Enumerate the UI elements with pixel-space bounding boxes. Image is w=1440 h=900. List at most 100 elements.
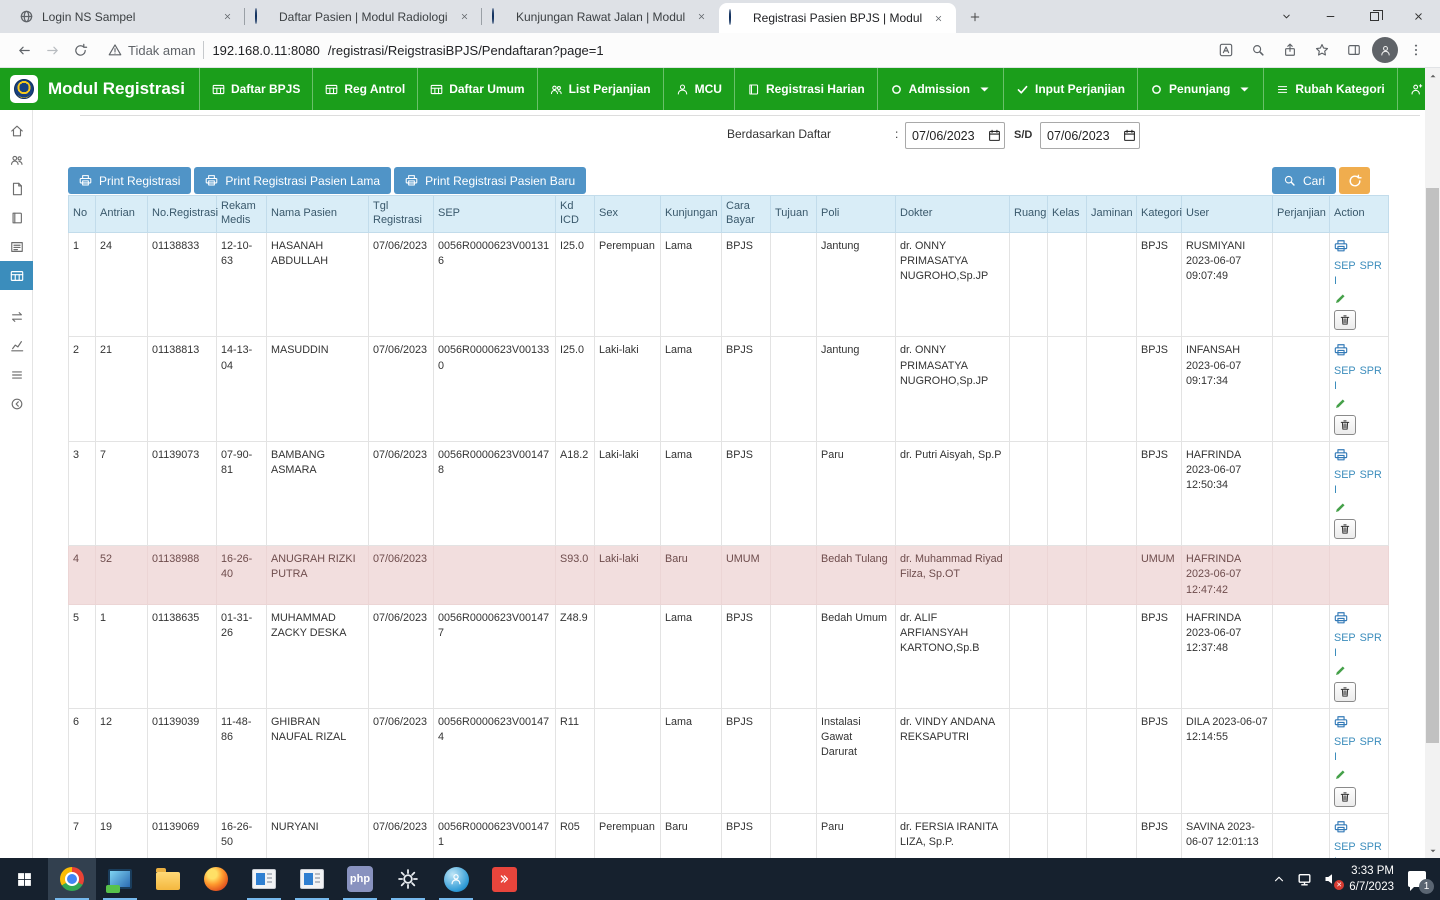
delete-button[interactable] [1334, 519, 1356, 540]
taskbar-app-remote-desktop[interactable] [96, 858, 144, 900]
close-window-button[interactable] [1396, 0, 1440, 33]
action-link-spri[interactable]: SPRI [1334, 260, 1382, 288]
translate-button[interactable] [1212, 36, 1240, 64]
taskbar-app-app-window-1[interactable] [240, 858, 288, 900]
action-link-spri[interactable]: SPRI [1334, 468, 1382, 497]
sidebar-item-home[interactable] [0, 116, 33, 145]
scroll-down-button[interactable] [1425, 843, 1440, 858]
action-link-spri[interactable]: SPRI [1334, 364, 1382, 392]
taskbar-clock[interactable]: 3:33 PM 6/7/2023 [1349, 863, 1394, 895]
nav-item-mcu[interactable]: MCU [662, 68, 734, 110]
edit-pencil-icon[interactable] [1334, 397, 1347, 410]
edit-pencil-icon[interactable] [1334, 664, 1347, 677]
page-scrollbar[interactable] [1425, 68, 1440, 858]
edit-pencil-icon[interactable] [1334, 501, 1347, 514]
sidebar-item-collapse[interactable] [0, 389, 33, 418]
delete-button[interactable] [1334, 414, 1356, 435]
side-panel-button[interactable] [1340, 36, 1368, 64]
taskbar-app-php[interactable]: php [336, 858, 384, 900]
sidebar-item-exchange[interactable] [0, 302, 33, 331]
profile-avatar[interactable] [1372, 37, 1398, 63]
browser-tab[interactable]: Kunjungan Rawat Jalan | Modul R [481, 0, 719, 33]
print-button-print-registrasi[interactable]: Print Registrasi [68, 167, 192, 194]
sidebar-item-chart[interactable] [0, 331, 33, 360]
taskbar-app-start[interactable] [0, 858, 48, 900]
tab-close-icon[interactable] [219, 9, 235, 25]
forward-button[interactable] [38, 36, 66, 64]
browser-tab[interactable]: Daftar Pasien | Modul Radiologi [244, 0, 482, 33]
taskbar-app-app-window-2[interactable] [288, 858, 336, 900]
tab-close-icon[interactable] [693, 9, 709, 25]
tab-close-icon[interactable] [456, 9, 472, 25]
nav-item-registrasi-harian[interactable]: Registrasi Harian [733, 68, 877, 110]
sidebar-item-table[interactable] [0, 261, 33, 290]
print-sep-icon[interactable] [1334, 611, 1348, 625]
tab-search-button[interactable] [1264, 0, 1308, 33]
nav-item-list-perjanjian[interactable]: List Perjanjian [536, 68, 663, 110]
print-sep-icon[interactable] [1334, 343, 1348, 357]
print-sep-icon[interactable] [1334, 239, 1348, 253]
sidebar-item-newspaper[interactable] [0, 232, 33, 261]
address-bar[interactable]: Tidak aman 192.168.0.11:8080/registrasi/… [108, 41, 604, 59]
action-link-sep[interactable]: SEP [1334, 840, 1356, 853]
print-sep-icon[interactable] [1334, 448, 1348, 462]
action-center-button[interactable]: 1 [1404, 866, 1434, 894]
delete-button[interactable] [1334, 310, 1356, 331]
brand[interactable]: Modul Registrasi [0, 68, 199, 110]
nav-item-daftar-bpjs[interactable]: Daftar BPJS [198, 68, 312, 110]
nav-item-input-perjanjian[interactable]: Input Perjanjian [1003, 68, 1137, 110]
nav-item-reg-antrol[interactable]: Reg Antrol [312, 68, 417, 110]
print-sep-icon[interactable] [1334, 715, 1348, 729]
browser-tab[interactable]: Login NS Sampel [8, 0, 245, 33]
bookmark-button[interactable] [1308, 36, 1336, 64]
taskbar-app-firefox[interactable] [192, 858, 240, 900]
sidebar-item-users[interactable] [0, 145, 33, 174]
action-link-sep[interactable]: SEP [1334, 631, 1356, 644]
nav-item-admission[interactable]: Admission [876, 68, 1003, 110]
action-link-spri[interactable]: SPRI [1334, 631, 1382, 659]
network-button[interactable] [1296, 871, 1313, 888]
print-button-print-registrasi-pasien-baru[interactable]: Print Registrasi Pasien Baru [394, 167, 587, 194]
action-link-sep[interactable]: SEP [1334, 260, 1356, 273]
sidebar-item-file[interactable] [0, 174, 33, 203]
scroll-up-button[interactable] [1425, 68, 1440, 83]
date-to-input[interactable] [1047, 128, 1119, 143]
print-sep-icon[interactable] [1334, 820, 1348, 834]
taskbar-app-settings[interactable] [384, 858, 432, 900]
print-button-print-registrasi-pasien-lama[interactable]: Print Registrasi Pasien Lama [194, 167, 392, 194]
hidden-icons-button[interactable] [1272, 872, 1286, 886]
action-link-sep[interactable]: SEP [1334, 736, 1356, 749]
date-from-field[interactable] [905, 122, 1005, 149]
nav-item-rubah-kategori[interactable]: Rubah Kategori [1263, 68, 1396, 110]
menu-button[interactable] [1402, 36, 1430, 64]
delete-button[interactable] [1334, 682, 1356, 703]
nav-item-daftar-umum[interactable]: Daftar Umum [417, 68, 536, 110]
nav-item-penunjang[interactable]: Penunjang [1137, 68, 1263, 110]
new-tab-button[interactable] [962, 4, 988, 30]
search-button[interactable]: Cari [1271, 167, 1336, 194]
sidebar-item-book[interactable] [0, 203, 33, 232]
reload-button[interactable] [66, 36, 94, 64]
refresh-button[interactable] [1339, 167, 1370, 194]
action-link-spri[interactable]: SPRI [1334, 736, 1382, 764]
share-button[interactable] [1276, 36, 1304, 64]
scrollbar-thumb[interactable] [1426, 188, 1439, 743]
minimize-button[interactable] [1308, 0, 1352, 33]
taskbar-app-medical-app[interactable] [432, 858, 480, 900]
edit-pencil-icon[interactable] [1334, 768, 1347, 781]
tab-close-icon[interactable] [930, 10, 946, 26]
calendar-icon[interactable] [988, 129, 1001, 142]
date-from-input[interactable] [912, 128, 984, 143]
date-to-field[interactable] [1040, 122, 1140, 149]
taskbar-app-chrome[interactable] [48, 858, 96, 900]
action-link-sep[interactable]: SEP [1334, 364, 1356, 377]
delete-button[interactable] [1334, 786, 1356, 807]
sidebar-item-list[interactable] [0, 360, 33, 389]
back-button[interactable] [10, 36, 38, 64]
taskbar-app-file-explorer[interactable] [144, 858, 192, 900]
browser-tab[interactable]: Registrasi Pasien BPJS | Modul Re [719, 3, 956, 33]
edit-pencil-icon[interactable] [1334, 292, 1347, 305]
volume-button[interactable]: ✕ [1323, 871, 1345, 890]
calendar-icon[interactable] [1123, 129, 1136, 142]
security-chip[interactable]: Tidak aman [108, 43, 195, 58]
